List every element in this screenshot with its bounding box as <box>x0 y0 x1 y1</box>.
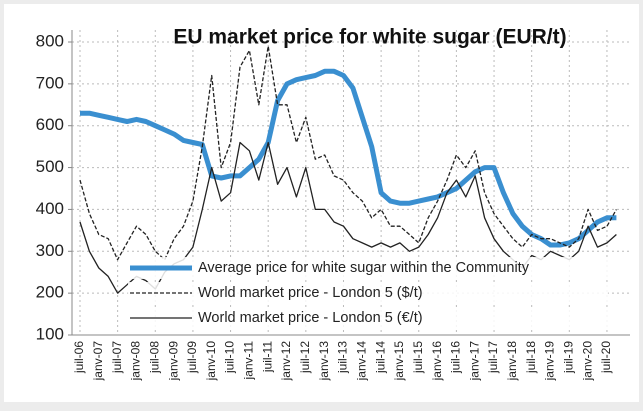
series-line <box>80 68 617 248</box>
x-tick-label: juil-09 <box>185 341 199 374</box>
y-tick-label: 700 <box>36 73 64 92</box>
x-tick-label: juil-16 <box>449 341 463 374</box>
x-tick-label: janv-14 <box>354 341 368 382</box>
y-tick-label: 500 <box>36 157 64 176</box>
x-tick-label: juil-13 <box>336 341 350 374</box>
x-tick-label: juil-06 <box>72 341 86 374</box>
legend-bg <box>128 307 608 329</box>
x-tick-label: juil-12 <box>298 341 312 374</box>
x-tick-label: janv-18 <box>505 341 519 382</box>
x-tick-label: janv-15 <box>392 341 406 382</box>
y-tick-label: 100 <box>36 324 64 343</box>
legend-bg <box>128 282 608 304</box>
legend-label: World market price - London 5 (€/t) <box>198 310 423 326</box>
x-tick-label: juil-20 <box>599 341 613 374</box>
x-tick-label: janv-16 <box>430 341 444 382</box>
x-tick-label: juil-14 <box>373 341 387 374</box>
x-tick-label: janv-20 <box>580 341 594 382</box>
x-tick-label: janv-19 <box>543 341 557 382</box>
x-tick-label: janv-13 <box>317 341 331 382</box>
x-tick-label: juil-11 <box>260 341 274 373</box>
chart-title: EU market price for white sugar (EUR/t) <box>173 26 566 49</box>
x-tick-label: juil-08 <box>147 341 161 374</box>
x-tick-label: juil-18 <box>524 341 538 374</box>
x-tick-label: juil-15 <box>411 341 425 374</box>
legend-bg <box>128 257 608 279</box>
y-tick-label: 400 <box>36 199 64 218</box>
y-tick-label: 600 <box>36 115 64 134</box>
legend: Average price for white sugar within the… <box>128 257 608 329</box>
x-tick-label: juil-19 <box>561 341 575 374</box>
x-tick-label: janv-07 <box>91 341 105 382</box>
x-tick-label: janv-10 <box>204 341 218 382</box>
y-tick-label: 300 <box>36 241 64 260</box>
y-tick-label: 800 <box>36 31 64 50</box>
x-tick-label: juil-10 <box>223 341 237 374</box>
x-tick-label: janv-17 <box>467 341 481 382</box>
x-tick-label: janv-12 <box>279 341 293 382</box>
x-tick-label: janv-08 <box>129 341 143 382</box>
axes: 100 200 300 400 500 600 700 800 juil-06 janv-07 ju… <box>36 30 630 381</box>
series-line <box>79 45 617 261</box>
legend-label: World market price - London 5 ($/t) <box>198 285 423 301</box>
x-tick-label: juil-07 <box>110 341 124 374</box>
x-tick-label: janv-11 <box>242 341 256 381</box>
x-tick-label: juil-17 <box>486 341 500 374</box>
y-tick-label: 200 <box>36 283 64 302</box>
legend-label: Average price for white sugar within the… <box>198 260 530 276</box>
x-tick-label: janv-09 <box>166 341 180 382</box>
